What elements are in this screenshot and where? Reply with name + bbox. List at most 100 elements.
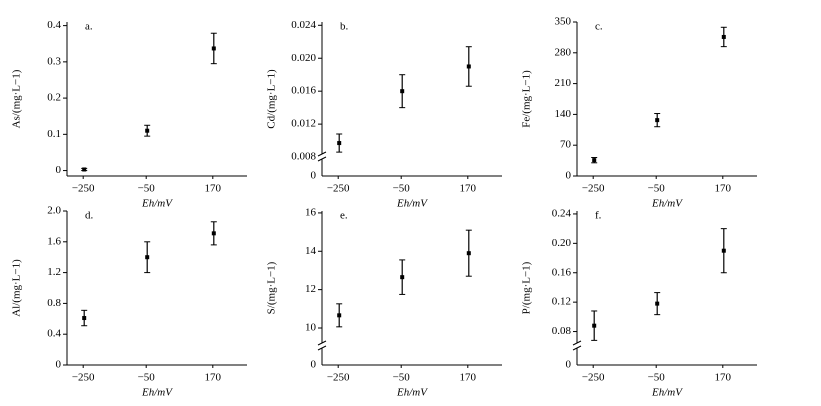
axis-break [317,151,327,157]
subplot: 0.008 0.012 0.016 0.020 0.024 0 −250 −50 170 b. Eh… [266,19,502,210]
y-tick-label: 350 [555,16,572,28]
y-tick-label: 1.2 [47,266,61,278]
point [592,323,597,328]
point [145,128,150,133]
y-break-label: 0 [311,170,317,182]
y-tick-label: 0.4 [47,19,61,31]
x-tick-label: 170 [205,372,222,384]
x-tick-label: −50 [138,372,156,384]
point [655,301,660,306]
point [211,46,216,51]
panel-label: c. [595,21,603,33]
y-tick-label: 0 [56,359,62,371]
x-tick-label: 170 [715,183,732,195]
y-tick-label: 0.012 [291,118,316,130]
axis-break-gap [573,343,581,348]
point [592,158,597,163]
x-tick-label: 170 [715,372,732,384]
point [211,231,216,236]
x-axis-label: Eh/mV [396,387,428,399]
y-tick-label: 70 [560,139,572,151]
x-axis-label: Eh/mV [651,198,683,210]
x-tick-label: −250 [327,183,350,195]
point [145,255,150,260]
y-axis-label: Fe/(mg·L−1) [521,70,533,128]
y-tick-label: 10 [305,322,317,334]
x-tick-label: −250 [72,372,95,384]
subplot: 0 70 140 210 280 350 −250 −50 170 c. Eh/mV Fe/(mg·L… [521,16,757,210]
panel-label: d. [85,210,94,222]
axis-break [317,340,327,346]
y-tick-label: 0.020 [291,52,316,64]
x-tick-label: −50 [138,183,156,195]
y-axis-label: S/(mg·L−1) [266,261,278,314]
y-tick-label: 2.0 [47,205,61,217]
y-tick-label: 0.2 [47,92,61,104]
x-tick-label: −50 [648,183,666,195]
y-tick-label: 0.4 [47,328,61,340]
point [721,248,726,253]
x-tick-label: −50 [393,372,411,384]
y-tick-label: 0.24 [552,207,572,219]
panel-label: f. [595,210,602,222]
axis-break [317,345,327,351]
y-tick-label: 16 [305,206,317,218]
point [337,313,342,318]
x-tick-label: −250 [582,372,605,384]
axis-break [572,340,582,346]
axis-break-gap [318,343,326,348]
subplot: 10 12 14 16 0 −250 −50 170 e. Eh/mV S/(mg·L−1) [266,206,502,399]
point [400,275,405,280]
y-axis-label: Al/(mg·L−1) [11,259,23,317]
y-tick-label: 0.008 [291,151,316,163]
axis-break [572,345,582,351]
point [721,34,726,39]
x-tick-label: −250 [582,183,605,195]
y-axis-label: Cd/(mg·L−1) [266,69,278,129]
point [82,167,87,172]
y-break-label: 0 [566,359,572,371]
y-tick-label: 0.16 [552,266,572,278]
subplot: 0 0.4 0.8 1.2 1.6 2.0 −250 −50 170 d. Eh/mV Al/(mg·… [11,205,247,399]
y-tick-label: 0.20 [552,237,572,249]
y-break-label: 0 [311,359,317,371]
y-tick-label: 210 [555,77,572,89]
point [466,64,471,69]
y-tick-label: 12 [305,283,316,295]
y-axis-label: As/(mg·L−1) [11,69,23,128]
y-tick-label: 140 [555,108,572,120]
panel-label: a. [85,21,93,33]
point [466,251,471,256]
panel-label: b. [340,21,349,33]
y-tick-label: 280 [555,46,572,58]
y-axis-label: P/(mg·L−1) [521,261,533,314]
x-tick-label: 170 [205,183,222,195]
subplot: 0.08 0.12 0.16 0.20 0.24 0 −250 −50 170 f. Eh/mV P/… [521,207,757,399]
x-tick-label: −50 [393,183,411,195]
y-tick-label: 0.12 [552,296,571,308]
point [655,118,660,123]
y-tick-label: 0.3 [47,55,61,67]
y-tick-label: 0.08 [552,325,572,337]
y-tick-label: 0.8 [47,297,61,309]
x-axis-label: Eh/mV [651,387,683,399]
panel-label: e. [340,210,348,222]
axis-break [317,156,327,162]
x-tick-label: 170 [460,183,477,195]
subplot: 0 0.1 0.2 0.3 0.4 −250 −50 170 a. Eh/mV As/(mg·L−1… [11,19,247,210]
x-tick-label: −50 [648,372,666,384]
x-axis-label: Eh/mV [141,387,173,399]
y-tick-label: 1.6 [47,235,61,247]
axis-break-gap [318,154,326,159]
y-tick-label: 0.1 [47,128,61,140]
point [400,89,405,94]
y-tick-label: 14 [305,245,317,257]
x-tick-label: 170 [460,372,477,384]
point [337,141,342,146]
y-tick-label: 0.016 [291,85,316,97]
point [82,316,87,321]
y-tick-label: 0.024 [291,19,316,31]
y-tick-label: 0 [566,170,572,182]
x-tick-label: −250 [72,183,95,195]
